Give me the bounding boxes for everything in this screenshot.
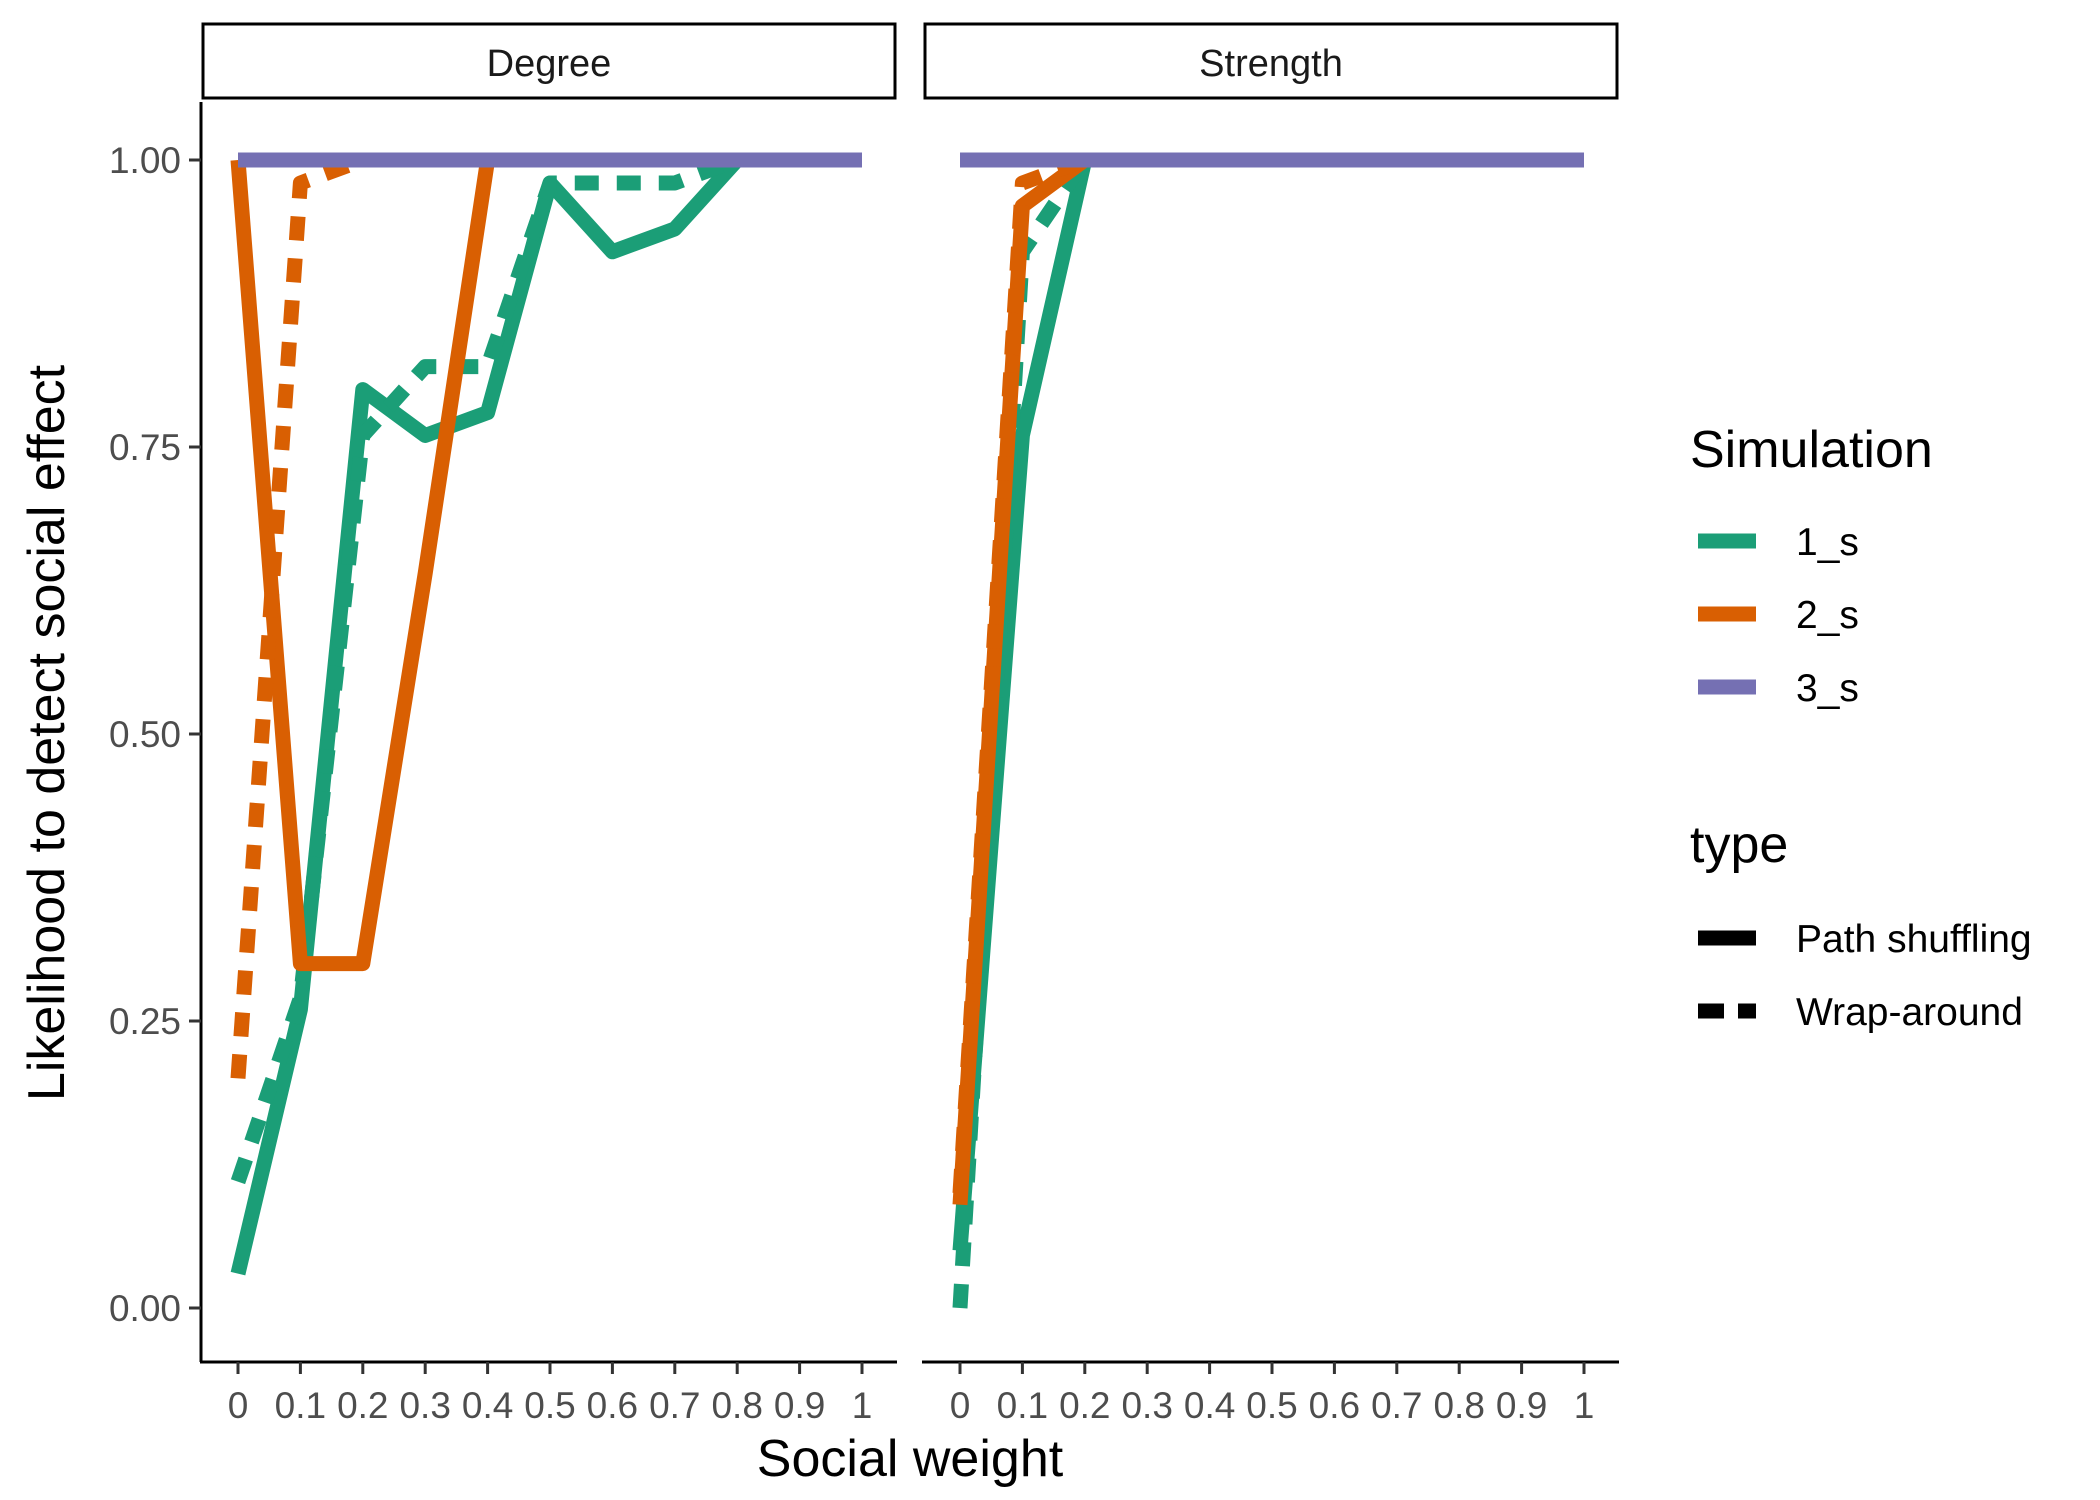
x-tick-label: 1 <box>852 1385 873 1426</box>
x-tick-label: 0.4 <box>1184 1385 1235 1426</box>
x-tick-label: 0.2 <box>337 1385 388 1426</box>
x-tick-label: 0.7 <box>1371 1385 1422 1426</box>
x-tick-label: 0.9 <box>1496 1385 1547 1426</box>
x-tick-label: 0.8 <box>711 1385 762 1426</box>
x-tick-label: 0.6 <box>587 1385 638 1426</box>
x-tick-label: 0.5 <box>524 1385 575 1426</box>
facet-strip-degree <box>201 22 897 100</box>
legend-title-type: type <box>1690 816 1788 874</box>
legend-label-3-s: 3_s <box>1796 667 1859 710</box>
legend-type-keys: Path shuffling Wrap-around <box>1698 918 2032 1034</box>
legend-color-keys: 1_s 2_s 3_s <box>1698 521 1859 710</box>
facet-label-degree: Degree <box>487 43 612 85</box>
legend-label-2-s: 2_s <box>1796 594 1859 637</box>
x-tick-label: 0 <box>950 1385 971 1426</box>
legend-title-simulation: Simulation <box>1690 421 1933 479</box>
y-tick-label: 0.50 <box>109 714 181 755</box>
degree-x-ticks: 0 0.1 0.2 0.3 0.4 0.5 0.6 0.7 0.8 0.9 1 <box>228 1362 873 1426</box>
legend-label-path-shuffling: Path shuffling <box>1796 918 2032 961</box>
facet-label-strength: Strength <box>1199 43 1343 85</box>
x-tick-label: 0.5 <box>1246 1385 1297 1426</box>
legend-label-1-s: 1_s <box>1796 521 1859 564</box>
strength-series-lines <box>952 152 1584 1309</box>
x-tick-label: 0.6 <box>1309 1385 1360 1426</box>
facet-strip-strength <box>923 22 1619 100</box>
strength-x-ticks: 0 0.1 0.2 0.3 0.4 0.5 0.6 0.7 0.8 0.9 1 <box>950 1362 1595 1426</box>
y-axis-ticks: 0.00 0.25 0.50 0.75 1.00 <box>109 140 201 1329</box>
x-tick-label: 0.1 <box>997 1385 1048 1426</box>
degree-series-lines <box>230 152 862 1276</box>
x-tick-label: 0.3 <box>399 1385 450 1426</box>
y-axis-title: Likelihood to detect social effect <box>18 364 76 1101</box>
y-tick-label: 1.00 <box>109 140 181 181</box>
x-tick-label: 0.7 <box>649 1385 700 1426</box>
x-axis-title: Social weight <box>757 1430 1064 1488</box>
y-tick-label: 0.75 <box>109 427 181 468</box>
x-tick-label: 0 <box>228 1385 249 1426</box>
x-tick-label: 0.1 <box>275 1385 326 1426</box>
x-tick-label: 1 <box>1574 1385 1595 1426</box>
x-tick-label: 0.2 <box>1059 1385 1110 1426</box>
legend: Simulation 1_s 2_s 3_s type Path shuffling… <box>1690 421 2032 1034</box>
x-tick-label: 0.3 <box>1121 1385 1172 1426</box>
x-tick-label: 0.8 <box>1433 1385 1484 1426</box>
panel-degree: Degree 0 0.1 0.2 0.3 0.4 0.5 0.6 0.7 0.8 0.9 1 0.0… <box>109 22 897 1426</box>
x-tick-label: 0.4 <box>462 1385 513 1426</box>
x-tick-label: 0.9 <box>774 1385 825 1426</box>
panel-strength: Strength 0 0.1 0.2 0.3 0.4 0.5 0.6 0.7 0.8 0.9 1 <box>922 22 1619 1426</box>
y-tick-label: 0.25 <box>109 1001 181 1042</box>
y-tick-label: 0.00 <box>109 1288 181 1329</box>
legend-label-wrap-around: Wrap-around <box>1796 991 2023 1034</box>
